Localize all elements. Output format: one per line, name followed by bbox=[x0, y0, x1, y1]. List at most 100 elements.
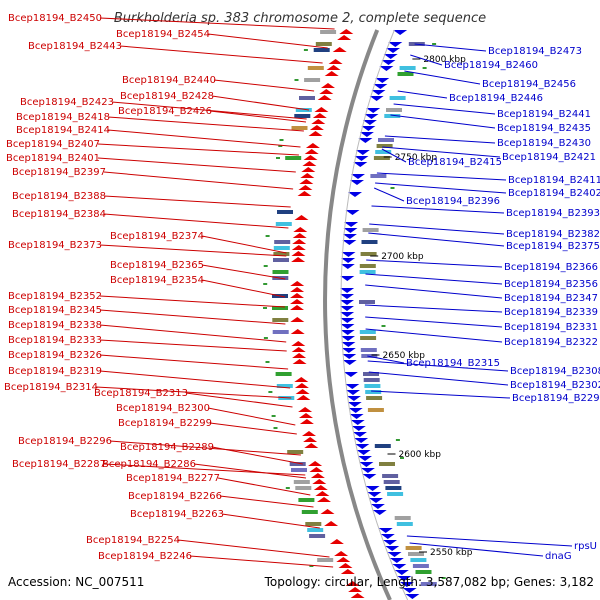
feature-block bbox=[365, 390, 382, 394]
forward-gene-mark bbox=[308, 461, 323, 466]
right-leader-line bbox=[366, 259, 503, 268]
right-leader-line bbox=[384, 135, 496, 144]
feature-block bbox=[317, 558, 334, 562]
forward-gene-mark bbox=[292, 353, 307, 358]
reverse-gene-mark bbox=[348, 408, 363, 413]
right-gene-label: Bcep18194_B2382 bbox=[506, 229, 600, 240]
reverse-gene-mark bbox=[340, 318, 355, 323]
left-gene-label: Bcep18194_B2326 bbox=[8, 350, 102, 361]
left-gene-label: Bcep18194_B2397 bbox=[12, 167, 106, 178]
tick-mark bbox=[263, 337, 268, 339]
feature-block bbox=[272, 306, 288, 310]
reverse-gene-mark bbox=[341, 342, 356, 347]
right-leader-line bbox=[365, 316, 503, 328]
reverse-gene-mark bbox=[343, 372, 358, 377]
reverse-gene-mark bbox=[362, 474, 377, 479]
reverse-gene-mark bbox=[342, 354, 357, 359]
feature-block bbox=[366, 396, 383, 400]
left-leader-line bbox=[189, 555, 334, 568]
right-gene-label: Bcep18194_B2347 bbox=[504, 293, 598, 304]
right-gene-label: Bcep18194_B2396 bbox=[406, 196, 500, 207]
reverse-gene-mark bbox=[375, 78, 390, 83]
feature-block bbox=[370, 174, 387, 178]
right-gene-label: Bcep18194_B2375 bbox=[506, 241, 600, 252]
left-gene-label: Bcep18194_B2277 bbox=[126, 473, 220, 484]
right-leader-line bbox=[364, 304, 503, 313]
reverse-gene-mark bbox=[340, 312, 355, 317]
feature-block bbox=[320, 30, 337, 34]
reverse-gene-mark bbox=[350, 180, 364, 185]
feature-block bbox=[360, 252, 377, 256]
feature-block bbox=[382, 474, 399, 478]
reverse-gene-mark bbox=[343, 228, 358, 233]
reverse-gene-mark bbox=[342, 234, 357, 239]
feature-block bbox=[275, 372, 292, 376]
right-gene-label: Bcep18194_B2302 bbox=[510, 380, 600, 391]
feature-block bbox=[304, 78, 321, 82]
right-gene-label: Bcep18194_B2315 bbox=[406, 358, 500, 369]
left-gene-label: Bcep18194_B2418 bbox=[16, 112, 110, 123]
reverse-gene-mark bbox=[340, 288, 355, 293]
forward-gene-mark bbox=[290, 299, 304, 304]
left-gene-label: Bcep18194_B2401 bbox=[6, 153, 100, 164]
reverse-gene-mark bbox=[354, 438, 369, 443]
tick-mark bbox=[263, 283, 268, 285]
feature-block bbox=[272, 318, 289, 322]
right-gene-label: Bcep18194_B2421 bbox=[502, 152, 596, 163]
right-gene-label: Bcep18194_B2295 bbox=[512, 393, 600, 404]
feature-block bbox=[375, 150, 392, 154]
left-leader-line bbox=[217, 477, 311, 496]
tick-mark bbox=[294, 79, 299, 81]
reverse-gene-mark bbox=[359, 462, 374, 467]
feature-block bbox=[387, 492, 404, 496]
scale-label: 2800 kbp bbox=[423, 55, 466, 65]
reverse-gene-mark bbox=[379, 66, 394, 71]
feature-block bbox=[359, 330, 376, 334]
left-gene-label: Bcep18194_B2345 bbox=[8, 305, 102, 316]
forward-gene-mark bbox=[309, 125, 324, 130]
reverse-gene-mark bbox=[397, 576, 412, 581]
forward-gene-mark bbox=[350, 593, 365, 598]
feature-block bbox=[277, 210, 293, 214]
right-gene-label: Bcep18194_B2322 bbox=[504, 337, 598, 348]
left-leader-line bbox=[99, 309, 286, 325]
right-leader-line bbox=[371, 390, 511, 399]
right-leader-line bbox=[368, 371, 509, 386]
right-gene-label: Bcep18194_B2456 bbox=[482, 79, 576, 90]
feature-block bbox=[289, 462, 306, 466]
feature-block bbox=[307, 528, 324, 532]
right-leader-line bbox=[390, 114, 496, 129]
gene-tracks bbox=[263, 29, 446, 599]
forward-gene-mark bbox=[292, 359, 307, 364]
forward-gene-mark bbox=[290, 293, 304, 298]
reverse-gene-mark bbox=[351, 174, 365, 179]
feature-block bbox=[389, 96, 406, 100]
left-gene-label: Bcep18194_B2454 bbox=[116, 29, 210, 40]
reverse-gene-mark bbox=[388, 42, 403, 47]
forward-gene-mark bbox=[308, 131, 323, 136]
forward-gene-mark bbox=[321, 83, 335, 88]
right-gene-label: dnaG bbox=[545, 551, 572, 562]
forward-gene-mark bbox=[290, 305, 304, 310]
tick-mark bbox=[265, 235, 270, 237]
forward-gene-mark bbox=[296, 395, 311, 400]
feature-block bbox=[291, 468, 307, 472]
left-leader-line bbox=[99, 295, 286, 308]
feature-block bbox=[367, 408, 384, 412]
reverse-gene-mark bbox=[352, 432, 367, 437]
reverse-gene-mark bbox=[340, 294, 354, 299]
reverse-gene-mark bbox=[351, 426, 366, 431]
right-leader-line bbox=[409, 542, 544, 557]
left-gene-label: Bcep18194_B2384 bbox=[12, 209, 106, 220]
reverse-gene-mark bbox=[392, 564, 407, 569]
reverse-gene-mark bbox=[341, 252, 356, 257]
left-gene-label: Bcep18194_B2428 bbox=[120, 91, 214, 102]
right-leader-line bbox=[365, 284, 503, 299]
left-leader-line bbox=[211, 95, 310, 111]
left-gene-label: Bcep18194_B2423 bbox=[20, 97, 114, 108]
forward-gene-labels: Bcep18194_B2450Bcep18194_B2454Bcep18194_… bbox=[4, 13, 335, 568]
reverse-gene-mark bbox=[362, 120, 377, 125]
left-leader-line bbox=[103, 213, 289, 229]
feature-block bbox=[408, 552, 424, 556]
